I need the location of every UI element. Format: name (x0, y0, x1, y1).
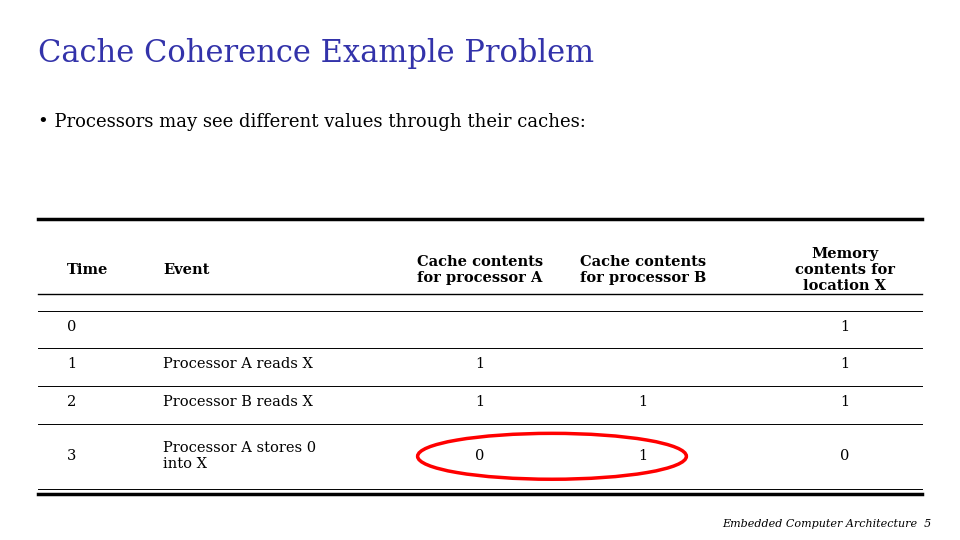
Text: 2: 2 (67, 395, 77, 409)
Text: Processor A stores 0
into X: Processor A stores 0 into X (163, 441, 317, 471)
Text: 1: 1 (840, 395, 850, 409)
Text: Embedded Computer Architecture  5: Embedded Computer Architecture 5 (722, 519, 931, 529)
Text: 0: 0 (840, 449, 850, 463)
Text: 0: 0 (67, 320, 77, 334)
Text: Processor A reads X: Processor A reads X (163, 357, 313, 372)
Text: Cache Coherence Example Problem: Cache Coherence Example Problem (38, 38, 594, 69)
Text: Event: Event (163, 263, 209, 277)
Text: 1: 1 (638, 395, 648, 409)
Text: Memory
contents for
location X: Memory contents for location X (795, 247, 895, 293)
Text: 1: 1 (67, 357, 77, 372)
Text: 1: 1 (840, 320, 850, 334)
Text: Processor B reads X: Processor B reads X (163, 395, 313, 409)
Text: 3: 3 (67, 449, 77, 463)
Text: 1: 1 (475, 395, 485, 409)
Text: 0: 0 (475, 449, 485, 463)
Text: Cache contents
for processor A: Cache contents for processor A (417, 255, 543, 285)
Text: 1: 1 (638, 449, 648, 463)
Text: 1: 1 (475, 357, 485, 372)
Text: Cache contents
for processor B: Cache contents for processor B (580, 255, 707, 285)
Text: Time: Time (67, 263, 108, 277)
Text: • Processors may see different values through their caches:: • Processors may see different values th… (38, 113, 587, 131)
Text: 1: 1 (840, 357, 850, 372)
